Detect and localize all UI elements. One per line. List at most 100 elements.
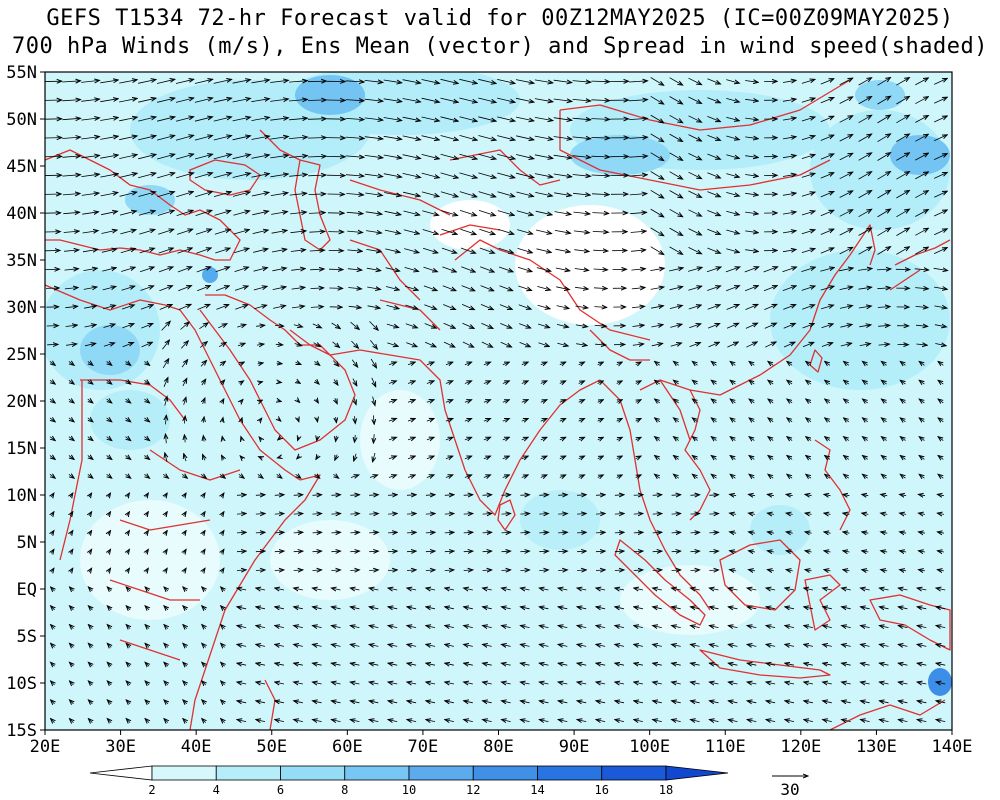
wind-vector — [591, 100, 609, 101]
wind-vector — [62, 118, 80, 119]
wind-vector — [350, 321, 360, 329]
wind-vector — [820, 79, 834, 85]
wind-vector — [801, 136, 815, 141]
wind-vector — [442, 285, 456, 291]
wind-vector — [801, 267, 815, 272]
wind-vector — [919, 361, 925, 365]
wind-vector — [49, 361, 55, 365]
wind-vector — [858, 78, 872, 86]
wind-vector — [478, 97, 496, 102]
wind-vector — [478, 191, 496, 197]
wind-vector — [801, 249, 815, 253]
wind-vector — [820, 173, 834, 179]
wind-vector — [839, 153, 853, 161]
wind-vector — [219, 361, 226, 365]
wind-vector — [103, 324, 116, 328]
wind-vector — [351, 359, 357, 367]
wind-vector — [877, 134, 891, 143]
wind-vector — [157, 211, 174, 216]
wind-vector — [364, 80, 383, 82]
wind-vector — [707, 191, 720, 197]
wind-vector — [935, 344, 946, 346]
wind-vector — [460, 247, 476, 253]
wind-vector — [575, 306, 588, 308]
wind-vector — [497, 210, 514, 216]
wind-vector — [478, 135, 496, 141]
wind-vector — [820, 248, 834, 254]
wind-vector — [559, 362, 566, 365]
lat-tick-label: 35N — [6, 251, 37, 271]
wind-vector — [443, 304, 455, 310]
wind-vector — [536, 267, 551, 272]
wind-vector — [934, 97, 947, 104]
wind-vector — [572, 81, 591, 83]
wind-vector — [106, 361, 112, 365]
wind-vector — [629, 100, 647, 101]
coast-newguinea — [869, 594, 951, 651]
wind-vector — [81, 155, 99, 157]
wind-vector — [364, 99, 383, 101]
wind-vector — [445, 362, 453, 365]
wind-vector — [934, 210, 947, 217]
wind-vector — [81, 80, 99, 82]
wind-vector — [63, 212, 79, 213]
wind-vector — [176, 229, 193, 235]
wind-vector — [844, 361, 850, 365]
wind-vector — [384, 229, 401, 233]
wind-vector — [289, 193, 307, 195]
coast-java — [699, 649, 831, 679]
colorbar-label: 16 — [595, 783, 609, 797]
wind-vector — [199, 323, 208, 330]
wind-vector — [783, 305, 795, 310]
wind-vector — [820, 154, 834, 160]
colorbar-label: 2 — [148, 783, 155, 797]
wind-vector — [194, 98, 213, 103]
wind-vector — [669, 305, 682, 308]
wind-vector — [934, 306, 947, 308]
wind-vector — [234, 248, 249, 254]
wind-vector — [351, 340, 358, 348]
wind-vector — [270, 193, 288, 196]
wind-vector — [332, 341, 340, 348]
wind-vector — [669, 246, 683, 254]
wind-vector — [896, 190, 909, 199]
wind-vector — [765, 342, 776, 348]
wind-vector — [125, 380, 131, 384]
wind-vector — [745, 137, 758, 139]
wind-vector — [763, 286, 777, 292]
wind-vector — [442, 266, 456, 272]
wind-vector — [256, 344, 264, 345]
wind-vector — [385, 267, 400, 271]
wind-vector — [934, 78, 947, 85]
wind-vector — [481, 341, 493, 347]
wind-vector — [307, 100, 326, 101]
shading-africa-low — [80, 500, 220, 620]
wind-vector — [575, 325, 588, 327]
wind-vector — [289, 137, 307, 139]
wind-vector — [213, 98, 232, 103]
wind-vector — [161, 321, 171, 331]
wind-vector — [68, 380, 74, 384]
wind-vector — [534, 98, 553, 102]
coast-taiwan — [809, 349, 823, 373]
wind-vector — [459, 191, 477, 197]
colorbar-label: 12 — [466, 783, 480, 797]
wind-vector — [629, 194, 647, 195]
wind-vector — [159, 305, 172, 310]
wind-vector — [896, 153, 909, 161]
wind-vector — [348, 306, 361, 307]
wind-vector — [289, 81, 307, 82]
wind-vector — [934, 229, 947, 236]
wind-vector — [195, 210, 212, 216]
wind-vector — [462, 322, 475, 328]
colorbar-box — [215, 765, 281, 781]
wind-vector — [158, 267, 173, 273]
wind-vector — [515, 79, 534, 84]
wind-vector — [478, 78, 496, 83]
wind-vector — [234, 286, 248, 291]
lat-tick-label: 5N — [17, 533, 37, 553]
wind-vector — [497, 116, 515, 121]
wind-vector — [744, 286, 758, 292]
wind-vector — [331, 322, 341, 329]
wind-vector — [218, 343, 226, 347]
